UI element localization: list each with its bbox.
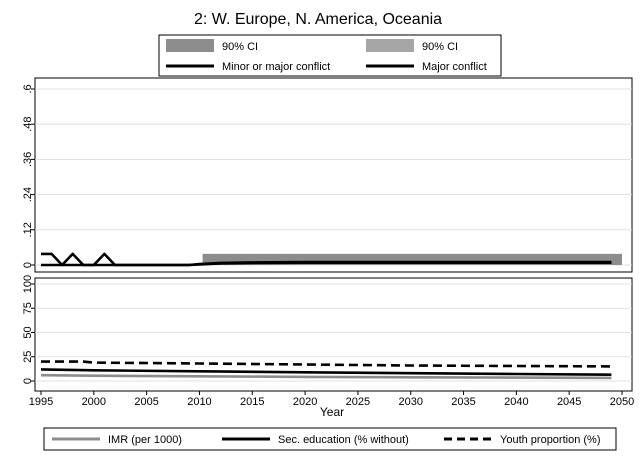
legend-label-education: Sec. education (% without) xyxy=(278,434,409,446)
x-tick-label: 2040 xyxy=(504,396,528,408)
conflict-y-tick-label: 0 xyxy=(22,262,34,268)
x-tick-label: 2000 xyxy=(82,396,106,408)
x-tick-label: 2045 xyxy=(557,396,581,408)
x-tick-label: 2020 xyxy=(293,396,317,408)
x-tick-label: 2025 xyxy=(346,396,370,408)
x-axis-label: Year xyxy=(320,405,344,419)
panel-covariates-frame xyxy=(34,277,633,392)
series-youth-proportion xyxy=(41,360,612,368)
conflict-y-tick-label: .6 xyxy=(22,84,34,93)
legend-label-major: Major conflict xyxy=(422,61,487,73)
series-major-conflict xyxy=(41,261,612,267)
legend-label-ci-light: 90% CI xyxy=(422,41,458,53)
top-legend-frame xyxy=(158,34,502,77)
conflict-y-tick-label: .48 xyxy=(22,117,34,132)
covariates-y-tick-label: 0 xyxy=(22,378,34,384)
series-imr-per-1000 xyxy=(40,373,612,380)
panel-conflict: 0 .12 .24 .36 .48 .6 xyxy=(22,84,632,268)
conflict-y-tick-label: .24 xyxy=(22,187,34,202)
x-tick-label: 2035 xyxy=(451,396,475,408)
x-tick-label: 2050 xyxy=(610,396,634,408)
legend-label-youth: Youth proportion (%) xyxy=(500,434,601,446)
x-tick-label: 2005 xyxy=(134,396,158,408)
legend-label-imr: IMR (per 1000) xyxy=(108,434,182,446)
legend-label-ci-dark: 90% CI xyxy=(222,41,258,53)
panel-covariates: 0 25 50 75 100 xyxy=(22,275,632,384)
top-legend: 90% CI 90% CI Minor or major conflict Ma… xyxy=(158,34,502,77)
x-tick-label: 1995 xyxy=(29,396,53,408)
chart-title: 2: W. Europe, N. America, Oceania xyxy=(194,11,442,28)
ci-band xyxy=(202,253,622,265)
conflict-y-tick-label: .12 xyxy=(22,222,34,237)
legend-swatch-ci-dark xyxy=(166,39,214,52)
series-sec-education-without xyxy=(40,368,612,376)
legend-swatch-ci-light xyxy=(366,39,414,52)
x-tick-label: 2030 xyxy=(398,396,422,408)
covariates-y-tick-label: 50 xyxy=(22,326,34,338)
legend-label-minor-major: Minor or major conflict xyxy=(222,61,330,73)
covariates-y-tick-label: 100 xyxy=(22,275,34,293)
conflict-y-tick-label: .36 xyxy=(22,152,34,167)
x-tick-label: 2015 xyxy=(240,396,264,408)
panel-conflict-frame xyxy=(34,77,633,273)
bottom-legend-frame xyxy=(43,427,617,451)
covariates-y-tick-label: 75 xyxy=(22,302,34,314)
x-tick-label: 2010 xyxy=(187,396,211,408)
bottom-legend: IMR (per 1000) Sec. education (% without… xyxy=(43,427,617,451)
covariates-y-tick-label: 25 xyxy=(22,351,34,363)
x-axis: 1995 2000 2005 2010 2015 2020 2025 2030 2035 2040… xyxy=(29,391,634,408)
